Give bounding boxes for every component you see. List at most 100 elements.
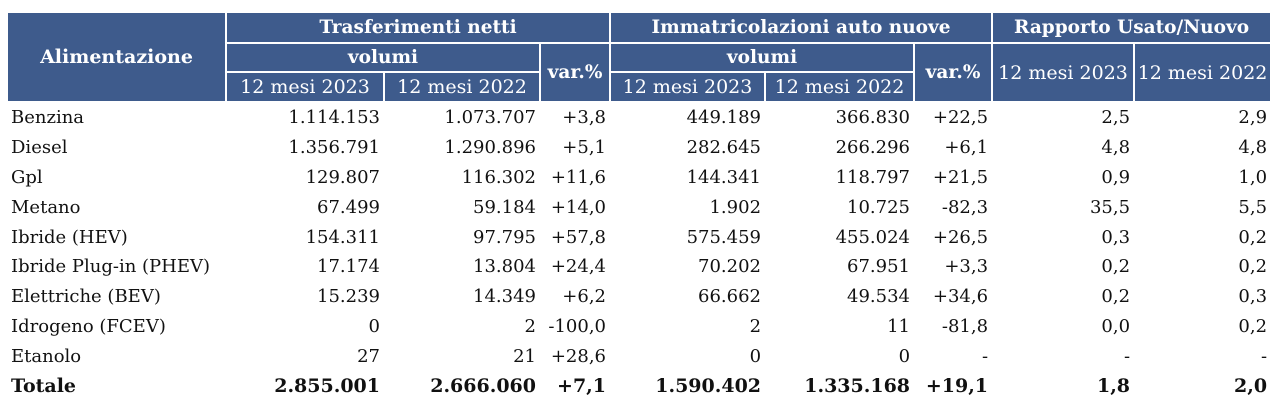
cell-r-2022: 0,2 [1238, 315, 1268, 337]
header-trasferimenti-netti: Trasferimenti netti [224, 11, 612, 44]
cell-tn-2022: 97.795 [473, 226, 536, 248]
cell-tn-2022: 13.804 [473, 256, 536, 278]
cell-im-var: +6,1 [944, 137, 989, 159]
cell-r-2022: 2,9 [1238, 107, 1268, 129]
header-tn-2022: 12 mesi 2022 [383, 71, 541, 103]
cell-tn-2023: 67.499 [317, 196, 380, 218]
cell-tn-2022: 14.349 [473, 286, 536, 308]
cell-tn-2022: 2.666.060 [430, 375, 536, 398]
cell-tn-2022: 1.073.707 [444, 107, 536, 129]
cell-im-2022: 49.534 [847, 286, 911, 308]
cell-r-2023: 0,0 [1101, 315, 1131, 337]
table-row: Diesel 1.356.791 1.290.896 +5,1 282.645 266.2… [7, 133, 1271, 163]
cell-im-2023: 1.590.402 [655, 375, 762, 398]
cell-r-2023: 0,3 [1101, 226, 1131, 248]
header-rapporto: Rapporto Usato/Nuovo [991, 11, 1273, 44]
cell-tn-var: +6,2 [562, 286, 607, 308]
cell-im-2022: 10.725 [847, 196, 911, 218]
cell-r-2022: 0,3 [1238, 286, 1268, 308]
cell-tn-var: +11,6 [550, 166, 607, 188]
cell-im-2022: 0 [898, 345, 911, 367]
cell-tn-var: +57,8 [550, 226, 607, 248]
cell-im-2023: 1.902 [709, 196, 762, 218]
cell-label: Benzina [11, 107, 85, 129]
cell-im-var: +19,1 [925, 375, 989, 398]
cell-label: Totale [11, 375, 77, 398]
cell-tn-2023: 129.807 [305, 166, 380, 188]
cell-r-2023: 0,2 [1101, 256, 1131, 278]
cell-label: Metano [11, 196, 81, 218]
cell-im-2022: 118.797 [835, 166, 911, 188]
cell-tn-var: +28,6 [550, 345, 607, 367]
table-row-total: Totale 2.855.001 2.666.060 +7,1 1.590.40… [7, 371, 1271, 401]
cell-label: Ibride (HEV) [11, 226, 128, 248]
cell-tn-2023: 15.239 [317, 286, 380, 308]
table-row: Ibride Plug-in (PHEV) 17.174 13.804 +24,4 70… [7, 252, 1271, 282]
cell-r-2022: 1,0 [1238, 166, 1268, 188]
cell-im-var: -82,3 [941, 196, 989, 218]
cell-tn-var: +7,1 [557, 375, 607, 398]
cell-label: Diesel [11, 137, 68, 159]
cell-tn-var: +24,4 [550, 256, 607, 278]
cell-im-2023: 282.645 [686, 137, 762, 159]
header-immatricolazioni: Immatricolazioni auto nuove [609, 11, 994, 44]
cell-im-2022: 11 [887, 315, 911, 337]
cell-tn-2022: 1.290.896 [444, 137, 536, 159]
table-row: Benzina 1.114.153 1.073.707 +3,8 449.189 366.… [7, 102, 1271, 133]
table-header: Alimentazione Trasferimenti netti Immatr… [6, 11, 1273, 103]
cell-im-var: +26,5 [932, 226, 989, 248]
cell-tn-var: +14,0 [550, 196, 607, 218]
cell-r-2023: 35,5 [1089, 196, 1131, 218]
cell-tn-2023: 0 [368, 315, 380, 337]
cell-tn-2023: 27 [357, 345, 380, 367]
cell-label: Gpl [11, 166, 43, 188]
cell-label: Etanolo [11, 345, 82, 367]
cell-tn-2023: 17.174 [317, 256, 380, 278]
cell-label: Ibride Plug-in (PHEV) [11, 256, 211, 278]
cell-im-var: - [981, 345, 989, 367]
header-r-2023: 12 mesi 2023 [991, 42, 1136, 103]
header-im-2023: 12 mesi 2023 [609, 71, 767, 103]
table-row: Etanolo 27 21 +28,6 0 0 - - - [7, 341, 1271, 371]
header-tn-2023: 12 mesi 2023 [225, 71, 385, 103]
cell-r-2023: 4,8 [1101, 137, 1131, 159]
table-row: Ibride (HEV) 154.311 97.795 +57,8 575.459 455… [7, 222, 1271, 252]
cell-label: Elettriche (BEV) [11, 286, 161, 308]
cell-r-2022: 0,2 [1238, 226, 1268, 248]
table-body: Benzina 1.114.153 1.073.707 +3,8 449.189 366.… [7, 102, 1271, 401]
cell-im-2022: 1.335.168 [804, 375, 911, 398]
cell-tn-var: +5,1 [562, 137, 607, 159]
cell-r-2023: 0,9 [1101, 166, 1131, 188]
cell-im-var: +21,5 [932, 166, 989, 188]
header-im-var: var.% [913, 42, 994, 103]
cell-im-var: +22,5 [932, 107, 989, 129]
cell-r-2022: 4,8 [1238, 137, 1268, 159]
cell-im-var: +34,6 [932, 286, 989, 308]
cell-r-2022: - [1260, 345, 1268, 367]
cell-r-2022: 2,0 [1233, 375, 1268, 398]
cell-r-2023: 1,8 [1096, 375, 1131, 398]
header-im-2022: 12 mesi 2022 [764, 71, 916, 103]
cell-r-2022: 0,2 [1238, 256, 1268, 278]
cell-tn-2022: 21 [513, 345, 536, 367]
cell-im-2023: 449.189 [686, 107, 762, 129]
cell-tn-2023: 1.114.153 [288, 107, 380, 129]
cell-im-2022: 266.296 [835, 137, 911, 159]
cell-r-2023: 2,5 [1101, 107, 1131, 129]
table-row: Gpl 129.807 116.302 +11,6 144.341 118.797 +21,… [7, 163, 1271, 193]
cell-r-2023: 0,2 [1101, 286, 1131, 308]
cell-im-2023: 575.459 [686, 226, 762, 248]
cell-tn-2022: 59.184 [473, 196, 536, 218]
cell-im-var: +3,3 [944, 256, 989, 278]
cell-tn-2023: 1.356.791 [288, 137, 380, 159]
cell-tn-2023: 2.855.001 [274, 375, 380, 398]
header-alimentazione: Alimentazione [6, 11, 227, 103]
cell-tn-var: -100,0 [548, 315, 607, 337]
table-row: Elettriche (BEV) 15.239 14.349 +6,2 66.662 49… [7, 282, 1271, 312]
cell-im-2023: 70.202 [698, 256, 762, 278]
cell-im-2023: 2 [749, 315, 762, 337]
cell-tn-var: +3,8 [562, 107, 607, 129]
header-r-2022: 12 mesi 2022 [1133, 42, 1273, 103]
cell-r-2022: 5,5 [1238, 196, 1268, 218]
cell-im-2023: 0 [749, 345, 762, 367]
